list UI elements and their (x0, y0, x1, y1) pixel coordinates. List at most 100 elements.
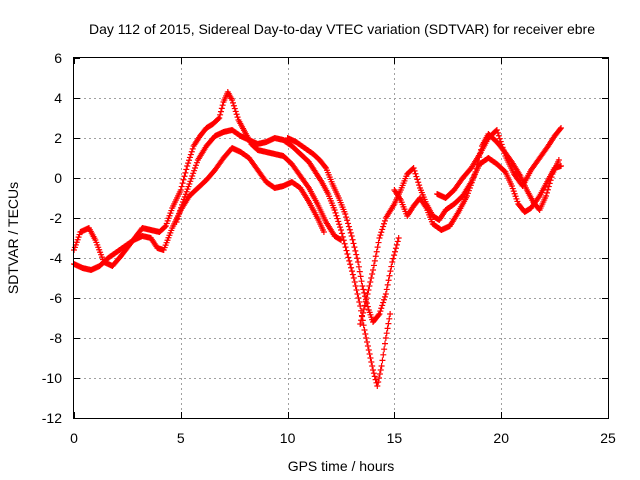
data-point-marker (471, 171, 478, 178)
data-point-marker (378, 363, 385, 369)
data-point-marker (338, 227, 344, 233)
data-point-marker (497, 138, 504, 145)
data-point-marker (361, 302, 368, 309)
data-point-marker (466, 185, 473, 191)
data-point-marker (353, 251, 360, 258)
data-point-marker (380, 223, 387, 230)
data-point-marker (189, 145, 196, 152)
data-point-marker (371, 257, 378, 264)
data-point-marker (354, 255, 361, 262)
data-point-marker (184, 163, 191, 169)
data-point-marker (179, 180, 186, 187)
data-point-marker (353, 287, 360, 293)
data-point-marker (498, 141, 505, 148)
data-point-marker (374, 244, 381, 251)
data-point-marker (348, 233, 355, 239)
data-point-marker (188, 175, 195, 182)
data-point-marker (218, 105, 225, 112)
data-point-marker (380, 351, 387, 358)
data-point-marker (186, 154, 193, 161)
data-point-marker (392, 248, 399, 255)
data-point-marker (359, 309, 366, 316)
data-point-marker (219, 102, 226, 109)
data-point-marker (376, 311, 383, 317)
data-point-marker (413, 173, 420, 180)
data-point-marker (372, 253, 379, 260)
data-point-marker (378, 305, 385, 312)
data-point-marker (367, 355, 374, 361)
data-point-marker (378, 229, 385, 236)
data-point-marker (358, 278, 365, 285)
x-tick-label: 0 (70, 430, 78, 446)
y-tick-label: 0 (54, 170, 62, 186)
data-point-marker (387, 268, 394, 275)
y-tick-label: -4 (50, 250, 63, 266)
data-point-marker (555, 157, 562, 163)
data-point-marker (342, 244, 349, 251)
data-point-marker (343, 214, 350, 221)
y-tick-label: -12 (42, 410, 62, 426)
data-point-marker (359, 283, 366, 289)
x-tick-label: 15 (387, 430, 403, 446)
data-point-marker (229, 99, 236, 106)
data-point-marker (392, 245, 399, 252)
data-point-marker (415, 179, 422, 186)
data-point-marker (387, 311, 394, 317)
data-point-marker (393, 241, 400, 248)
data-point-marker (233, 111, 240, 118)
grid-lines (74, 58, 608, 418)
data-point-marker (535, 194, 542, 201)
data-point-marker (189, 173, 196, 179)
data-point-marker (322, 163, 329, 170)
data-point-marker (345, 220, 352, 227)
data-point-marker (373, 248, 380, 255)
data-point-marker (229, 97, 236, 103)
data-point-marker (375, 239, 382, 246)
data-point-marker (187, 178, 194, 185)
data-point-marker (364, 291, 371, 297)
x-tick-label: 5 (177, 430, 185, 446)
x-tick-labels: 0 5 10 15 20 25 (70, 430, 616, 446)
data-point-marker (381, 296, 388, 303)
data-point-marker (499, 144, 506, 151)
y-tick-label: 6 (54, 50, 62, 66)
data-point-marker (161, 223, 168, 230)
data-point-marker (359, 313, 366, 320)
data-point-marker (410, 165, 417, 171)
data-point-marker (543, 193, 550, 199)
data-point-marker (391, 252, 398, 259)
data-point-marker (366, 351, 373, 357)
data-point-marker (370, 262, 377, 269)
satellite-track-b (71, 145, 327, 273)
data-point-marker (357, 321, 364, 327)
data-point-marker (467, 182, 474, 189)
data-point-marker (352, 283, 359, 289)
data-point-marker (183, 166, 190, 173)
data-point-marker (376, 375, 383, 381)
data-point-marker (320, 229, 327, 235)
data-point-marker (386, 272, 393, 279)
data-point-marker (180, 176, 187, 183)
data-point-marker (366, 283, 373, 289)
data-point-marker (344, 251, 351, 257)
data-point-marker (382, 335, 389, 341)
data-point-marker (185, 160, 192, 167)
data-point-marker (382, 291, 389, 297)
data-point-marker (334, 215, 341, 222)
data-point-marker (232, 108, 239, 115)
data-point-marker (364, 339, 371, 345)
data-point-marker (493, 127, 500, 133)
data-point-marker (188, 148, 195, 155)
data-point-marker (346, 257, 353, 264)
data-point-marker (411, 167, 418, 174)
data-point-marker (380, 299, 387, 306)
data-point-marker (379, 302, 386, 309)
plot-frame (73, 57, 609, 419)
data-point-marker (179, 201, 186, 208)
data-point-marker (354, 291, 361, 297)
data-point-marker (231, 105, 238, 112)
data-point-marker (496, 135, 503, 142)
data-point-marker (305, 183, 312, 190)
data-point-marker (364, 303, 371, 310)
data-point-marker (501, 150, 508, 157)
